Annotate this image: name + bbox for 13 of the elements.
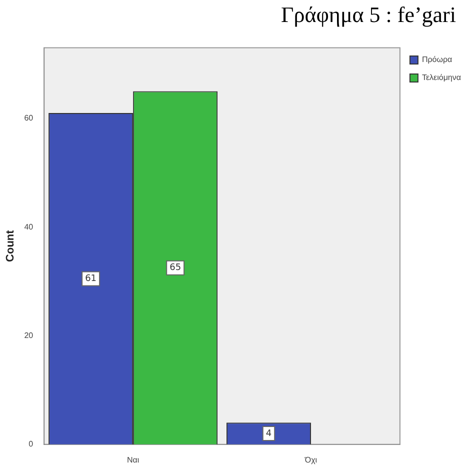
- y-axis-title: Count: [4, 230, 17, 262]
- legend-label: Πρόωρα: [422, 55, 453, 64]
- y-tick-label: 0: [28, 440, 34, 449]
- data-label: 61: [85, 274, 97, 284]
- chart-title: Γράφημα 5 : fe’gari: [280, 2, 456, 28]
- legend-label: Τελειόμηνα: [422, 73, 462, 82]
- y-tick-label: 20: [24, 330, 34, 340]
- x-tick-label: Ναι: [126, 455, 140, 464]
- y-tick-label: 60: [24, 114, 34, 123]
- data-label: 65: [170, 263, 182, 274]
- y-tick-label: 40: [24, 222, 34, 232]
- data-label: 4: [266, 428, 272, 439]
- x-tick-label: Όχι: [304, 455, 318, 464]
